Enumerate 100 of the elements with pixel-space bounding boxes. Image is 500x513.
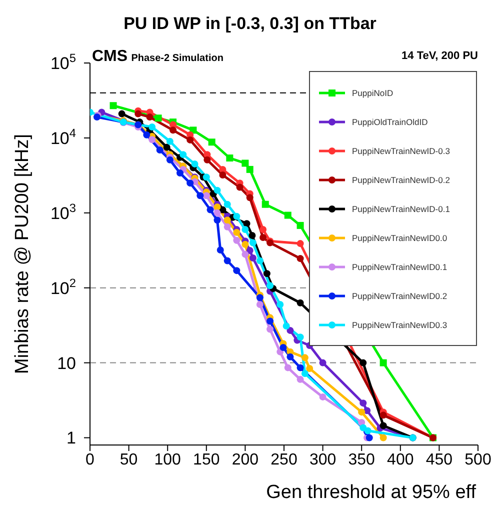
point: [266, 326, 274, 333]
x-tick-label: 350: [348, 451, 376, 468]
point: [296, 255, 304, 262]
point: [186, 180, 194, 187]
point: [380, 359, 387, 366]
legend-label: PuppiNewTrainNewID0.1: [352, 262, 448, 272]
point: [214, 203, 221, 210]
point: [202, 192, 210, 200]
point: [202, 174, 210, 181]
x-tick-label: 300: [309, 451, 336, 468]
point: [256, 294, 264, 302]
y-tick-label: 10$^{5}$: [50, 51, 76, 73]
point: [286, 326, 294, 334]
point: [301, 370, 308, 377]
legend-label: PuppiNewTrainNewID-0.3: [352, 146, 450, 156]
point: [233, 228, 240, 236]
point: [214, 186, 221, 194]
point: [358, 408, 366, 416]
y-tick-label: 10: [57, 354, 76, 373]
point: [226, 154, 234, 162]
point: [256, 257, 264, 264]
x-tick-label: 500: [464, 451, 492, 468]
point: [214, 209, 221, 216]
x-tick-label: 50: [120, 451, 138, 468]
y-tick-label: 10$^{4}$: [50, 126, 76, 148]
point: [266, 282, 274, 290]
point: [134, 110, 142, 118]
point: [260, 234, 267, 241]
point: [148, 123, 156, 130]
point: [191, 160, 198, 168]
point: [276, 300, 284, 308]
point: [219, 172, 226, 179]
point: [296, 299, 304, 306]
point: [246, 246, 254, 254]
point: [110, 102, 117, 110]
legend-label: PuppiOldTrainOldID: [352, 116, 428, 126]
y-axis-title: Minbias rate @ PU200 [kHz]: [12, 134, 33, 374]
annotation: Phase-2 Simulation: [131, 53, 224, 64]
point: [260, 226, 267, 234]
legend-label: PuppiNewTrainNewID0.3: [352, 320, 448, 330]
point: [296, 364, 304, 372]
point: [143, 131, 150, 138]
point: [284, 364, 292, 372]
point: [233, 236, 240, 244]
point: [242, 240, 249, 248]
point: [176, 170, 184, 177]
point: [236, 184, 244, 191]
point: [246, 166, 254, 173]
point: [242, 160, 249, 167]
point: [282, 322, 290, 330]
legend-label: PuppiNewTrainNewID-0.2: [352, 174, 450, 184]
point: [319, 393, 326, 400]
point: [296, 376, 304, 383]
legend-label: PuppiNewTrainNewID0.2: [352, 290, 448, 300]
point: [263, 270, 270, 278]
x-tick-label: 150: [193, 451, 220, 468]
annotation: CMS: [92, 48, 128, 65]
x-axis-title: Gen threshold at 95% eff: [266, 482, 477, 503]
point: [233, 267, 240, 274]
point: [280, 344, 287, 351]
point: [248, 232, 256, 239]
point: [262, 200, 269, 208]
y-tick-label: 10$^{2}$: [50, 276, 76, 298]
point: [380, 422, 387, 430]
point: [180, 151, 187, 158]
point: [319, 359, 326, 366]
chart-title: PU ID WP in [-0.3, 0.3] on TTbar: [122, 13, 378, 35]
point: [224, 216, 231, 224]
point: [296, 240, 304, 248]
point: [224, 257, 231, 264]
point: [296, 334, 304, 341]
point: [163, 144, 170, 151]
legend-label: PuppiNewTrainNewID0.0: [352, 232, 448, 242]
point: [242, 226, 249, 234]
point: [256, 300, 264, 308]
point: [196, 192, 204, 200]
point: [118, 110, 126, 118]
text: 14 TeV, 200 PU: [402, 50, 478, 62]
point: [224, 200, 231, 208]
point: [156, 146, 164, 154]
x-tick-label: 200: [232, 451, 259, 468]
point: [284, 212, 292, 219]
point: [204, 156, 211, 164]
point: [249, 239, 256, 246]
point: [246, 194, 254, 202]
point: [233, 212, 240, 220]
point: [286, 353, 294, 360]
y-tick-label: 1: [66, 428, 76, 448]
point: [170, 126, 177, 134]
point: [166, 156, 174, 164]
x-tick-label: 100: [154, 451, 182, 468]
point: [208, 138, 216, 146]
point: [146, 114, 154, 121]
point: [242, 250, 249, 258]
point: [154, 114, 162, 122]
x-tick-label: 0: [86, 451, 95, 468]
point: [301, 354, 308, 362]
y-tick-label: 10$^{3}$: [50, 200, 76, 223]
x-tick-label: 250: [270, 451, 298, 468]
x-tick-label: 450: [426, 451, 453, 468]
